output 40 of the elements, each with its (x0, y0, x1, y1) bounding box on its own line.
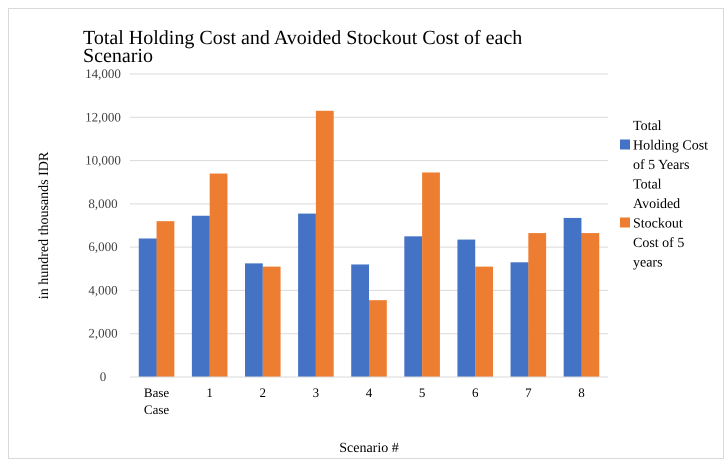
legend-label: Total Holding Cost of 5 Years (633, 119, 708, 173)
y-tick-label: 8,000 (88, 196, 118, 211)
x-tick-label: 3 (312, 385, 320, 400)
bar (510, 262, 528, 377)
bar (156, 221, 174, 377)
bar (244, 263, 263, 377)
chart-title: Total Holding Cost and Avoided Stockout Cost of each Scenario (83, 27, 522, 67)
bar (475, 266, 494, 377)
x-tick-label: 2 (260, 385, 266, 400)
y-axis-title: in hundred thousands IDR (37, 151, 52, 300)
x-axis-title: Scenario # (339, 441, 399, 456)
bar (138, 238, 157, 377)
bar (210, 174, 228, 377)
x-tick-label: 7 (525, 385, 532, 400)
bar (298, 214, 316, 377)
x-tick-label: 8 (578, 385, 585, 400)
legend-label: Total Avoided Stockout Cost of 5 years (633, 178, 684, 270)
x-tick-label: Base Case (144, 385, 170, 417)
bar (528, 233, 546, 377)
bar (369, 300, 387, 377)
bar (457, 240, 476, 377)
x-tick-label: 5 (418, 385, 426, 400)
bar (262, 266, 281, 377)
bar (564, 218, 582, 377)
y-tick-label: 12,000 (85, 109, 121, 124)
bar (316, 110, 334, 377)
bar (192, 216, 210, 377)
x-tick-label: 6 (472, 385, 479, 400)
y-tick-label: 14,000 (85, 66, 121, 81)
y-tick-label: 0 (100, 369, 106, 384)
y-tick-label: 2,000 (88, 326, 118, 341)
x-tick-label: 1 (206, 385, 213, 400)
bar (404, 236, 422, 377)
bar (422, 172, 440, 377)
bar (581, 233, 600, 377)
x-tick-label: 4 (366, 385, 373, 400)
y-tick-label: 4,000 (88, 282, 118, 298)
y-tick-label: 10,000 (85, 152, 121, 168)
y-tick-label: 6,000 (88, 239, 118, 254)
bar (351, 264, 369, 377)
